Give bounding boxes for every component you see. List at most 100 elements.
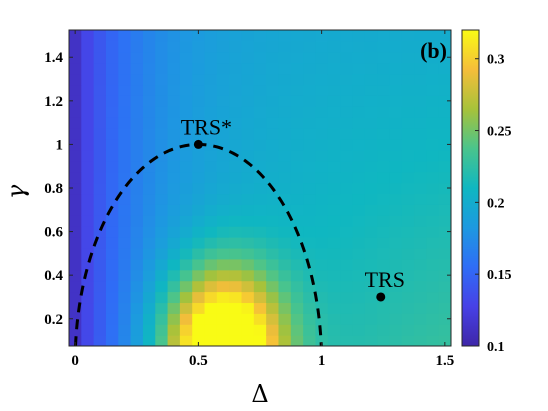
- heatmap-cell: [69, 84, 82, 96]
- heatmap-cell: [229, 171, 243, 184]
- heatmap-cell: [401, 247, 415, 260]
- heatmap-cell: [241, 51, 255, 64]
- heatmap-cell: [266, 324, 280, 336]
- heatmap-cell: [315, 95, 329, 107]
- heatmap-cell: [93, 95, 107, 107]
- heatmap-cell: [364, 258, 378, 271]
- heatmap-cell: [364, 237, 378, 249]
- heatmap-cell: [327, 149, 341, 162]
- heatmap-cell: [253, 247, 267, 260]
- heatmap-cell: [315, 258, 329, 271]
- heatmap-cell: [130, 30, 144, 42]
- heatmap-cell: [142, 215, 156, 227]
- heatmap-cell: [414, 138, 427, 151]
- heatmap-cell: [192, 237, 206, 249]
- heatmap-cell: [340, 291, 354, 304]
- heatmap-cell: [266, 128, 280, 140]
- heatmap-cell: [266, 160, 280, 173]
- heatmap-cell: [290, 302, 304, 314]
- heatmap-cell: [426, 215, 440, 227]
- heatmap-cell: [303, 324, 317, 336]
- heatmap-cell: [377, 117, 390, 129]
- heatmap-cell: [142, 40, 156, 53]
- heatmap-cell: [179, 84, 193, 96]
- heatmap-cell: [266, 258, 280, 271]
- heatmap-cell: [105, 40, 119, 53]
- heatmap-cell: [179, 247, 193, 260]
- heatmap-cell: [204, 30, 218, 42]
- heatmap-cell: [438, 128, 451, 140]
- heatmap-cell: [389, 335, 403, 346]
- heatmap-cell: [303, 269, 317, 282]
- heatmap-cell: [327, 40, 341, 53]
- heatmap-cell: [130, 215, 144, 227]
- heatmap-cell: [118, 313, 132, 325]
- heatmap-cell: [315, 237, 329, 249]
- heatmap-cell: [130, 40, 144, 53]
- heatmap-cell: [253, 73, 267, 86]
- heatmap-cell: [315, 313, 329, 325]
- heatmap-cell: [118, 237, 132, 249]
- annotations: TRS* TRS: [181, 114, 405, 302]
- heatmap-cell: [93, 291, 107, 304]
- heatmap-cell: [278, 160, 292, 173]
- heatmap-cell: [105, 171, 119, 184]
- heatmap-cell: [229, 226, 243, 238]
- heatmap-cell: [155, 247, 169, 260]
- heatmap-cell: [401, 117, 415, 129]
- heatmap-cell: [303, 291, 317, 304]
- heatmap-cell: [377, 84, 390, 96]
- heatmap-cell: [340, 95, 354, 107]
- heatmap-cell: [118, 95, 132, 107]
- heatmap-cell: [241, 269, 255, 282]
- heatmap-cell: [352, 313, 366, 325]
- heatmap-cell: [340, 182, 354, 195]
- heatmap-cell: [266, 30, 280, 42]
- heatmap-cell: [204, 51, 218, 64]
- heatmap-cell: [130, 302, 144, 314]
- heatmap-cell: [327, 291, 341, 304]
- heatmap-cell: [315, 226, 329, 238]
- heatmap-cell: [241, 215, 255, 227]
- heatmap-cell: [364, 193, 378, 205]
- heatmap-cell: [253, 160, 267, 173]
- heatmap-cell: [155, 226, 169, 238]
- heatmap-cell: [155, 171, 169, 184]
- heatmap-cell: [179, 291, 193, 304]
- heatmap-cell: [352, 247, 366, 260]
- heatmap-cell: [389, 182, 403, 195]
- heatmap-cell: [278, 280, 292, 293]
- heatmap-cell: [364, 335, 378, 346]
- heatmap-cell: [401, 302, 415, 314]
- heatmap-cell: [414, 291, 427, 304]
- colorbar: [462, 30, 479, 346]
- heatmap-cell: [389, 30, 403, 42]
- heatmap-cell: [253, 149, 267, 162]
- heatmap-cell: [290, 324, 304, 336]
- heatmap-cell: [69, 128, 82, 140]
- heatmap-cell: [327, 226, 341, 238]
- heatmap-cell: [167, 182, 181, 195]
- heatmap-cell: [290, 117, 304, 129]
- heatmap-cell: [303, 73, 317, 86]
- heatmap-cell: [389, 226, 403, 238]
- heatmap-cell: [229, 73, 243, 86]
- heatmap-cell: [266, 247, 280, 260]
- x-tick-label: 1.5: [435, 353, 454, 369]
- heatmap-cell: [118, 171, 132, 184]
- heatmap-cell: [204, 237, 218, 249]
- heatmap-cell: [278, 73, 292, 86]
- heatmap-cell: [290, 73, 304, 86]
- heatmap-cell: [93, 280, 107, 293]
- heatmap-cell: [216, 30, 230, 42]
- heatmap-cell: [266, 302, 280, 314]
- heatmap-cell: [118, 291, 132, 304]
- heatmap-cell: [401, 40, 415, 53]
- heatmap-cell: [229, 291, 243, 304]
- heatmap-cell: [216, 324, 230, 336]
- heatmap-cell: [167, 128, 181, 140]
- heatmap-cell: [229, 247, 243, 260]
- heatmap-cell: [401, 30, 415, 42]
- heatmap-cell: [364, 40, 378, 53]
- heatmap-cell: [438, 193, 451, 205]
